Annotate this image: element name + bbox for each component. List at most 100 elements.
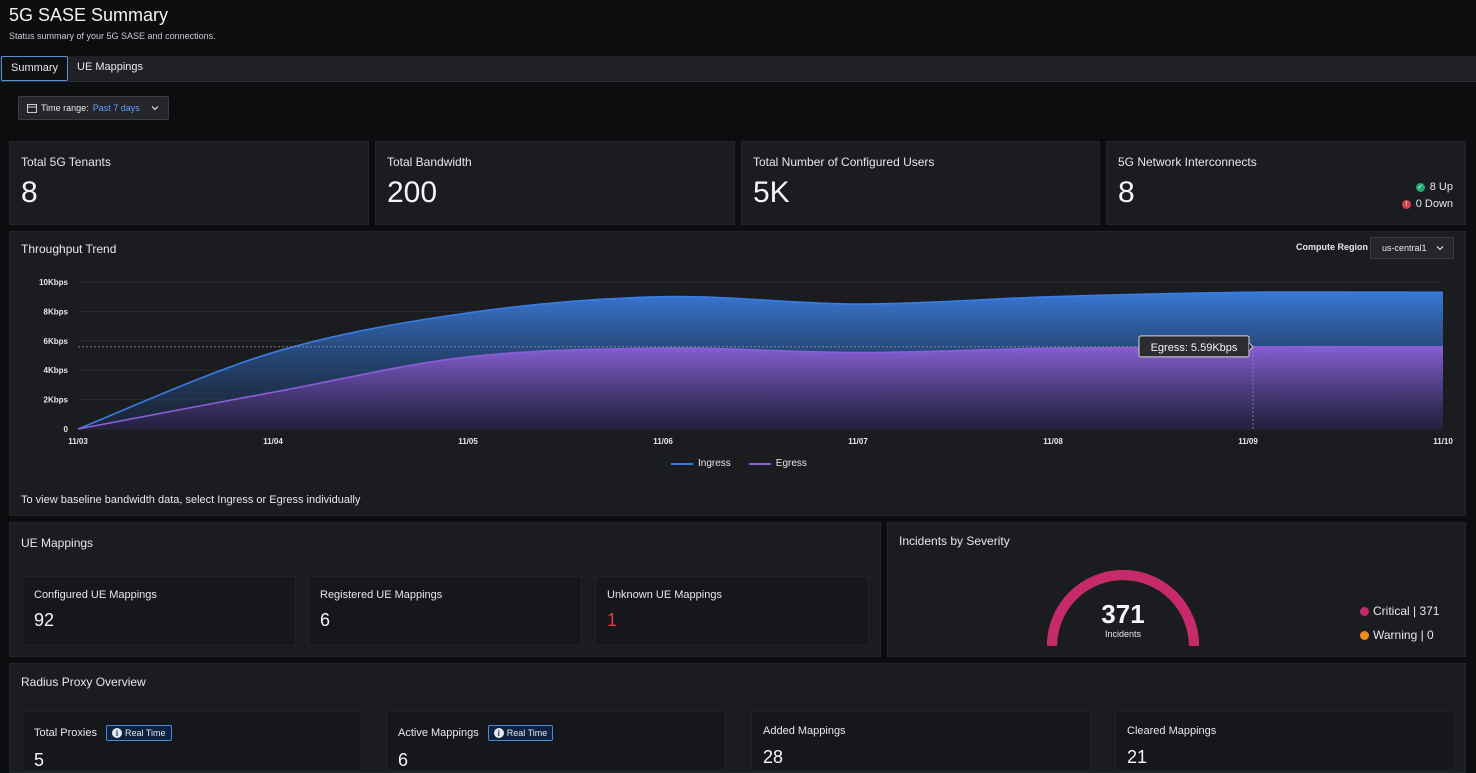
radius-label-row: Active Mappings i Real Time [398,725,554,741]
legend-ingress[interactable]: Ingress [671,458,731,469]
check-circle-icon: ✓ [1415,182,1425,192]
y-tick-label: 2Kbps [44,396,69,405]
incidents-total-label: Incidents [1104,629,1142,639]
time-range-label: Time range: [41,103,89,113]
tab-summary[interactable]: Summary [1,56,69,81]
stat-card-users: Total Number of Configured Users 5K [741,141,1100,225]
radius-active-mappings: Active Mappings i Real Time 6 [386,711,726,771]
ue-label: Configured UE Mappings [34,589,157,601]
incidents-gauge [1047,570,1199,647]
legend-label: Egress [775,458,807,469]
alert-circle-icon: ! [1401,199,1411,209]
y-tick-label: 10Kbps [39,278,68,287]
x-tick-label: 11/10 [1433,437,1453,446]
badge-label: Real Time [506,728,548,738]
tooltip-text: Egress: 5.59Kbps [1151,342,1238,354]
compute-region-value: us-central1 [1382,243,1427,253]
area-egress[interactable] [78,346,1443,429]
incidents-total: 371 [1101,599,1145,629]
page-title: 5G SASE Summary [9,5,169,25]
x-tick-label: 11/08 [1043,437,1063,446]
radius-label: Active Mappings [398,727,479,739]
legend-egress[interactable]: Egress [748,458,807,469]
gauge-critical-arc[interactable] [1047,570,1199,647]
radius-label: Cleared Mappings [1127,725,1217,737]
x-tick-label: 11/09 [1238,437,1258,446]
y-tick-label: 4Kbps [44,366,69,375]
baseline-note: To view baseline bandwidth data, select … [21,494,361,506]
stat-value: 8 [1118,176,1135,209]
radius-cleared-mappings: Cleared Mappings 21 [1115,711,1455,771]
x-tick-label: 11/05 [458,437,478,446]
critical-swatch [1360,606,1369,616]
ue-value: 92 [34,610,55,630]
x-tick-label: 11/07 [848,437,868,446]
stat-title: Total Bandwidth [387,155,472,169]
down-count: 0 Down [1415,198,1453,210]
stat-card-interconnects: 5G Network Interconnects 8 ✓ 8 Up ! 0 Do… [1106,141,1466,225]
radius-title: Radius Proxy Overview [21,675,146,689]
stat-value: 5K [753,176,790,209]
radius-label: Total Proxies [34,727,97,739]
chevron-down-icon [151,106,159,111]
legend-label: Ingress [698,458,731,469]
stat-title: Total Number of Configured Users [753,155,935,169]
radius-label: Added Mappings [763,725,846,737]
y-tick-label: 6Kbps [44,337,69,346]
warning-swatch [1360,630,1369,640]
radius-total-proxies: Total Proxies i Real Time 5 [22,711,362,771]
chevron-down-icon [1436,246,1444,251]
warning-label: Warning | 0 [1373,628,1434,642]
stat-value: 8 [21,176,38,209]
info-icon: i [111,728,122,738]
line-ingress [77,291,1444,430]
radius-value: 28 [763,747,784,767]
calendar-icon [27,104,37,113]
radius-added-mappings: Added Mappings 28 [751,711,1091,771]
stat-value: 200 [387,176,438,209]
y-tick-label: 8Kbps [44,307,69,316]
stat-card-bandwidth: Total Bandwidth 200 [375,141,735,225]
compute-region-label: Compute Region [1296,242,1368,252]
tab-bar: Summary UE Mappings [0,56,1476,82]
tooltip-pointer [1248,342,1254,352]
up-status: ✓ 8 Up [1415,181,1453,193]
ue-label: Registered UE Mappings [320,589,443,601]
tab-ue-mappings[interactable]: UE Mappings [77,61,144,73]
ue-label: Unknown UE Mappings [607,589,722,601]
critical-label: Critical | 371 [1373,604,1440,618]
radius-value: 21 [1127,747,1148,767]
up-count: 8 Up [1429,181,1453,193]
ue-registered: Registered UE Mappings 6 [308,576,582,646]
legend-critical[interactable]: Critical | 371 [1360,604,1439,618]
info-icon: i [493,728,504,738]
throughput-title: Throughput Trend [21,242,117,256]
ue-mappings-card: UE Mappings Configured UE Mappings 92 Re… [9,522,881,657]
ue-value: 6 [320,610,331,630]
badge-label: Real Time [124,728,166,738]
stat-title: Total 5G Tenants [21,155,111,169]
ue-value[interactable]: 1 [607,610,618,630]
incidents-title: Incidents by Severity [899,534,1010,548]
time-range-dropdown[interactable]: Time range: Past 7 days [18,96,169,120]
real-time-badge: i Real Time [487,725,554,741]
legend-swatch [748,462,771,465]
throughput-chart: 0 2Kbps 4Kbps 6Kbps 8Kbps 10Kbps 11/03 11/04 11/… [39,278,1453,446]
radius-value: 5 [34,750,45,770]
ue-mappings-title: UE Mappings [21,536,94,550]
real-time-badge: i Real Time [105,725,172,741]
ue-unknown: Unknown UE Mappings 1 [595,576,869,646]
legend-warning[interactable]: Warning | 0 [1360,628,1434,642]
incidents-card: Incidents by Severity 371 Incidents Crit… [887,522,1466,657]
y-tick-label: 0 [64,425,69,434]
x-tick-label: 11/04 [263,437,283,446]
stat-card-tenants: Total 5G Tenants 8 [9,141,369,225]
x-tick-label: 11/06 [653,437,673,446]
page-subtitle: Status summary of your 5G SASE and conne… [9,31,216,41]
radius-label-row: Total Proxies i Real Time [34,725,172,741]
stat-title: 5G Network Interconnects [1118,155,1257,169]
x-tick-label: 11/03 [68,437,88,446]
chart-legend: Ingress Egress [671,458,807,469]
compute-region-dropdown[interactable]: us-central1 [1370,237,1454,259]
throughput-card: Throughput Trend Compute Region us-centr… [9,231,1466,516]
